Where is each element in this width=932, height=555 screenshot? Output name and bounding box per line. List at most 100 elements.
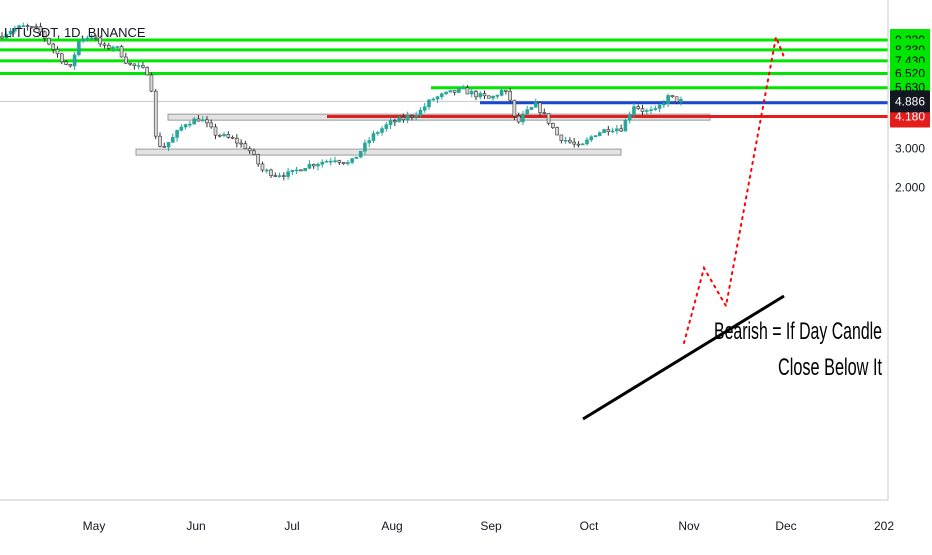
candle-up (21, 25, 26, 27)
candle-up (264, 169, 269, 172)
candle-up (495, 95, 500, 97)
candle-down (153, 90, 158, 137)
candle-down (205, 119, 209, 124)
candle-up (85, 37, 90, 40)
candle-up (384, 124, 389, 129)
candle-down (196, 118, 201, 122)
candle-down (252, 150, 256, 155)
candle-up (115, 46, 120, 48)
candle-down (34, 26, 38, 28)
candle-up (375, 132, 380, 134)
candle-down (106, 45, 111, 49)
candle-down (486, 95, 491, 99)
levels-layer (0, 38, 888, 118)
candle-down (269, 169, 273, 176)
candle-down (132, 63, 137, 66)
candle-up (397, 117, 401, 123)
candle-up (499, 89, 504, 96)
candle-down (213, 126, 218, 136)
x-tick-label: Jun (186, 519, 205, 533)
candle-up (388, 120, 393, 125)
candle-down (162, 146, 167, 148)
candle-down (30, 26, 34, 28)
candle-down (410, 115, 414, 118)
candle-down (555, 127, 559, 136)
candle-down (538, 102, 542, 113)
candle-up (183, 124, 188, 128)
candle-up (333, 160, 337, 162)
x-tick-label: 202 (874, 519, 894, 533)
candle-up (81, 38, 85, 42)
candle-up (662, 103, 666, 106)
candle-down (128, 62, 132, 65)
candle-down (209, 122, 214, 128)
candle-up (679, 99, 683, 103)
time-axis (0, 500, 932, 550)
symbol-label: LITUSDT, 1D, BINANCE (4, 25, 146, 40)
candle-up (290, 169, 295, 173)
x-tick-label: Jul (284, 519, 299, 533)
candle-up (440, 93, 444, 97)
x-tick-label: Nov (678, 519, 699, 533)
current-price-badge (890, 90, 930, 113)
x-tick-label: Dec (775, 519, 796, 533)
candle-up (448, 90, 453, 93)
candle-up (371, 133, 376, 141)
candle-down (568, 139, 572, 143)
candle-up (529, 106, 534, 110)
candle-down (465, 87, 470, 95)
candle-up (188, 123, 192, 126)
candle-up (627, 114, 632, 121)
candle-up (13, 28, 17, 32)
projection-path (683, 33, 785, 344)
candle-up (533, 102, 538, 108)
support-zone (135, 148, 622, 156)
candle-up (200, 119, 205, 122)
candle-down (282, 175, 286, 177)
candle-up (563, 139, 568, 142)
candle-down (141, 65, 145, 68)
candle-up (77, 40, 81, 56)
candle-down (235, 137, 239, 144)
candle-down (0, 35, 4, 39)
candle-down (674, 96, 679, 103)
annotation-line-1: Bearish = If Day Candle (714, 318, 882, 345)
candle-down (149, 74, 154, 92)
candle-down (243, 143, 248, 149)
candle-up (431, 98, 436, 101)
candle-up (277, 175, 282, 177)
candle-down (482, 93, 487, 97)
candle-up (666, 95, 670, 104)
candle-down (670, 95, 675, 98)
candle-up (469, 91, 474, 95)
annotation-line-2: Close Below It (778, 354, 882, 381)
candle-up (427, 99, 431, 108)
x-tick-label: Sep (480, 519, 502, 533)
candle-down (42, 31, 47, 39)
candle-up (8, 30, 13, 35)
candle-up (623, 119, 628, 132)
candle-up (222, 134, 226, 137)
candle-up (179, 126, 184, 131)
candle-down (25, 25, 30, 27)
candle-up (491, 95, 495, 99)
candle-up (367, 140, 372, 144)
candle-down (512, 99, 517, 117)
candle-up (405, 115, 410, 121)
candle-up (307, 164, 312, 169)
candle-up (444, 91, 448, 95)
trendline (582, 294, 785, 421)
candle-down (504, 89, 508, 92)
candle-up (589, 136, 594, 141)
candle-down (516, 115, 521, 123)
candle-down (337, 160, 342, 163)
candle-down (401, 117, 406, 121)
candle-down (311, 164, 316, 167)
candle-down (273, 175, 278, 177)
candle-up (610, 130, 615, 133)
candle-down (636, 106, 641, 109)
candle-up (461, 87, 465, 90)
